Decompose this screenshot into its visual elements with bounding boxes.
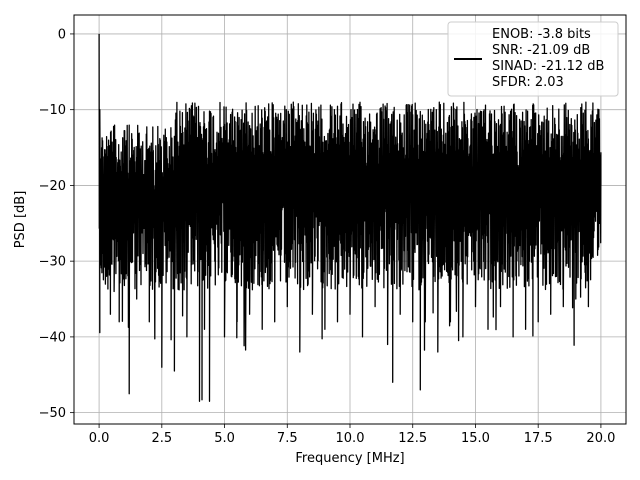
y-tick-label: 0: [58, 27, 66, 42]
x-tick-label: 10.0: [336, 431, 365, 446]
psd-series-line: [98, 33, 602, 402]
psd-series: [98, 33, 602, 402]
y-axis-ticks: 0 −10 −20 −30 −40 −50: [39, 27, 74, 421]
x-tick-label: 17.5: [524, 431, 553, 446]
x-axis-ticks: 0.0 2.5 5.0 7.5 10.0 12.5 15.0 17.5 20.0: [89, 424, 615, 446]
x-tick-label: 7.5: [277, 431, 298, 446]
y-tick-label: −10: [39, 103, 66, 118]
x-tick-label: 15.0: [461, 431, 490, 446]
x-axis-label: Frequency [MHz]: [295, 451, 404, 466]
y-tick-label: −40: [39, 330, 66, 345]
x-tick-label: 2.5: [151, 431, 172, 446]
y-axis-label: PSD [dB]: [13, 191, 28, 249]
x-tick-label: 20.0: [586, 431, 615, 446]
y-tick-label: −50: [39, 406, 66, 421]
legend-snr: SNR: -21.09 dB: [492, 43, 590, 58]
legend: ENOB: -3.8 bits SNR: -21.09 dB SINAD: -2…: [447, 21, 619, 97]
legend-enob: ENOB: -3.8 bits: [492, 27, 591, 42]
legend-sinad: SINAD: -21.12 dB: [492, 59, 604, 74]
y-tick-label: −30: [39, 255, 66, 270]
x-tick-label: 0.0: [89, 431, 110, 446]
x-tick-label: 12.5: [398, 431, 427, 446]
y-tick-label: −20: [39, 179, 66, 194]
legend-sfdr: SFDR: 2.03: [492, 75, 564, 90]
x-tick-label: 5.0: [214, 431, 235, 446]
legend-box: [447, 21, 619, 97]
